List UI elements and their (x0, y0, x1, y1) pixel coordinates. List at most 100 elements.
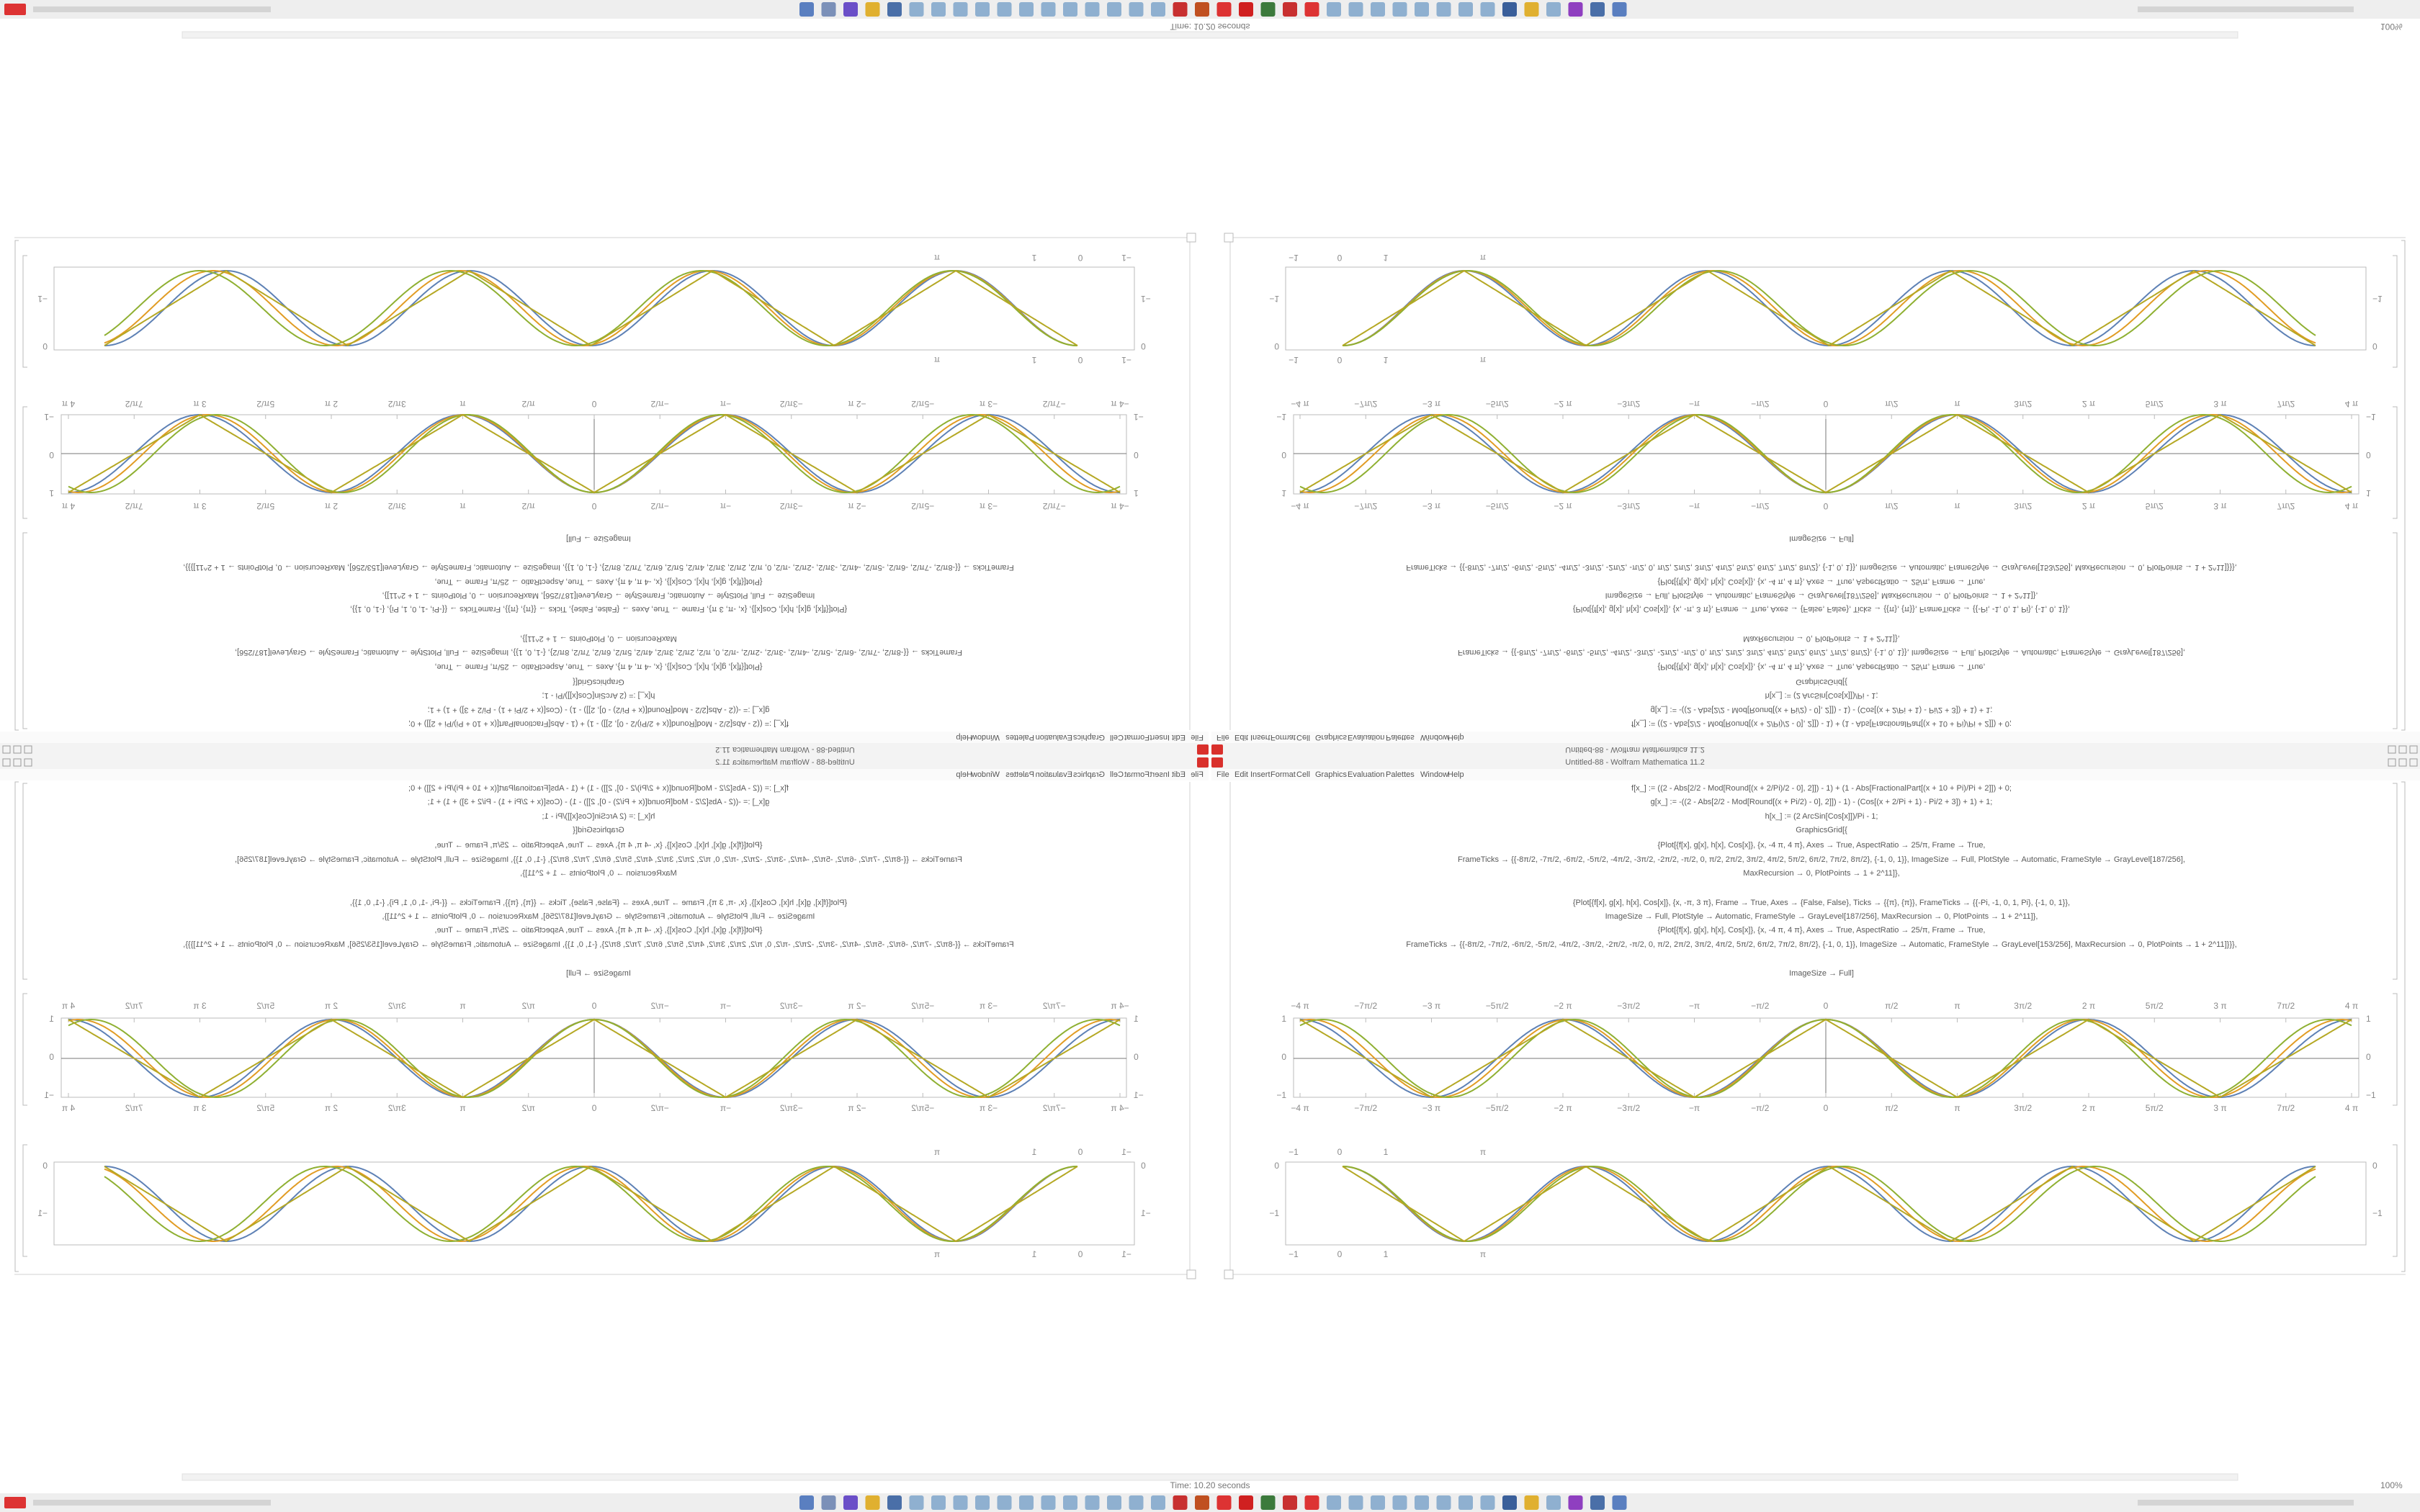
taskbar-icon[interactable] (1502, 1495, 1517, 1510)
taskbar-icon[interactable] (1063, 1495, 1077, 1510)
taskbar-icon[interactable] (1392, 1495, 1407, 1510)
cell-insert-button[interactable] (1224, 1269, 1234, 1279)
x-tick-label: π (1954, 1001, 1960, 1011)
x-tick-label: 3 π (2213, 1103, 2226, 1113)
menu-item[interactable]: Palettes (1386, 770, 1415, 779)
taskbar-icon[interactable] (1371, 1495, 1385, 1510)
code-line: g[x_] := -((2 - Abs[2/2 - Mod[Round[(x +… (1651, 798, 1993, 806)
taskbar-icon[interactable] (909, 1495, 924, 1510)
x-tick-label: 0 (1824, 1001, 1829, 1011)
code-line: ImageSize → Full] (1789, 969, 1854, 978)
x-tick-label: 1 (1384, 1249, 1389, 1259)
taskbar-icon[interactable] (1151, 1495, 1165, 1510)
x-tick-label: −3π/2 (1617, 1001, 1640, 1011)
taskbar-icon[interactable] (1239, 1495, 1253, 1510)
menu-item[interactable]: Graphics (1315, 770, 1348, 779)
x-tick-label: −4 π (1291, 1103, 1309, 1113)
taskbar-icon[interactable] (1612, 1495, 1627, 1510)
x-tick-label: −3 π (1422, 1001, 1440, 1011)
menu-item[interactable]: Cell (1296, 770, 1310, 779)
taskbar-icon[interactable] (1173, 1495, 1188, 1510)
taskbar-icon[interactable] (1304, 1495, 1319, 1510)
taskbar-icon[interactable] (997, 1495, 1012, 1510)
cell-bracket[interactable] (2393, 1144, 2398, 1257)
taskbar-icon[interactable] (1415, 1495, 1429, 1510)
evaluation-timing: Time: 10.20 seconds (1170, 1480, 1250, 1490)
x-tick-label: π/2 (1885, 1103, 1899, 1113)
x-tick-label: 7π/2 (2277, 1103, 2295, 1113)
menu-item[interactable]: Edit (1234, 770, 1248, 779)
taskbar-icon[interactable] (1436, 1495, 1451, 1510)
code-line: {Plot[{f[x], g[x], h[x], Cos[x]}, {x, -4… (1657, 926, 1985, 935)
code-line: MaxRecursion → 0, PlotPoints → 1 + 2^11]… (1743, 869, 1899, 878)
window-title: Untitled-88 - Wolfram Mathematica 11.2 (1565, 758, 1704, 767)
taskbar-icon[interactable] (1216, 1495, 1232, 1510)
taskbar-icon[interactable] (1590, 1495, 1605, 1510)
x-tick-label: −2 π (1554, 1103, 1572, 1113)
plot-2: −1 −1 0 0 1 1 π π 0 0 −1 −1 (1269, 1147, 2383, 1259)
taskbar-icon[interactable] (799, 1495, 814, 1510)
y-tick-label: 0 (1281, 1052, 1286, 1062)
taskbar-icon[interactable] (1085, 1495, 1100, 1510)
menu-item[interactable]: Evaluation (1348, 770, 1384, 779)
taskbar-icon[interactable] (931, 1495, 946, 1510)
taskbar-icon[interactable] (1568, 1495, 1583, 1510)
x-tick-label: 5π/2 (2146, 1001, 2164, 1011)
code-line: FrameTicks → {{-8π/2, -7π/2, -6π/2, -5π/… (1406, 940, 2236, 949)
menu-item[interactable]: File (1216, 770, 1229, 779)
taskbar (0, 1493, 2420, 1512)
x-tick-label: −7π/2 (1354, 1103, 1377, 1113)
taskbar-icon[interactable] (1458, 1495, 1473, 1510)
menu-bar (1211, 769, 2420, 780)
taskbar-icon[interactable] (865, 1495, 880, 1510)
x-tick-label: −3π/2 (1617, 1103, 1640, 1113)
y-tick-label: −1 (1269, 1208, 1279, 1218)
cell-bracket[interactable] (2393, 993, 2398, 1106)
window-min-button[interactable] (2388, 758, 2396, 767)
plot-curve (1342, 1165, 2316, 1243)
start-button[interactable] (4, 1497, 26, 1508)
menu-item[interactable]: Window (1420, 770, 1448, 779)
window-max-button[interactable] (2398, 758, 2407, 767)
taskbar-icon[interactable] (1195, 1495, 1209, 1510)
taskbar-icon[interactable] (1260, 1495, 1276, 1510)
menu-item[interactable]: Insert (1250, 770, 1270, 779)
taskbar-icon[interactable] (975, 1495, 990, 1510)
taskbar-icon[interactable] (1348, 1495, 1363, 1510)
taskbar-icon[interactable] (843, 1495, 858, 1510)
close-icon[interactable] (1211, 757, 1223, 768)
y-tick-label: 1 (1281, 1014, 1286, 1024)
plot-curve (1343, 1166, 2316, 1242)
notebook-window: Untitled-88 - Wolfram Mathematica 11.2 Fi… (1211, 756, 2420, 1279)
x-tick-label: 2 π (2082, 1103, 2095, 1113)
taskbar-area: Time: 10.20 seconds 100% (0, 1473, 2420, 1512)
y-tick-label: 0 (1274, 1161, 1279, 1171)
code-line: {Plot[{f[x], g[x], h[x], Cos[x]}, {x, -π… (1573, 899, 2070, 907)
taskbar-icon[interactable] (1524, 1495, 1539, 1510)
taskbar-icon[interactable] (887, 1495, 902, 1510)
taskbar-icon[interactable] (1480, 1495, 1495, 1510)
cell-bracket[interactable] (2393, 783, 2398, 980)
menu-item[interactable]: Format (1270, 770, 1296, 779)
taskbar-icon[interactable] (1129, 1495, 1144, 1510)
taskbar-icon[interactable] (821, 1495, 836, 1510)
taskbar-icon[interactable] (953, 1495, 968, 1510)
taskbar-icon[interactable] (1107, 1495, 1121, 1510)
taskbar-icon[interactable] (1327, 1495, 1341, 1510)
taskbar-icon[interactable] (1546, 1495, 1561, 1510)
taskbar-icon[interactable] (1041, 1495, 1056, 1510)
x-tick-label: 5π/2 (2146, 1103, 2164, 1113)
x-tick-label: −3 π (1422, 1103, 1440, 1113)
menu-item[interactable]: Help (1448, 770, 1464, 779)
taskbar-icon[interactable] (1019, 1495, 1034, 1510)
group-bracket[interactable] (2401, 781, 2406, 1272)
code-line: GraphicsGrid[{ (1796, 826, 1847, 834)
x-tick-label: −5π/2 (1486, 1103, 1509, 1113)
window-close-button[interactable] (2409, 758, 2418, 767)
taskbar-icon[interactable] (1283, 1495, 1297, 1510)
x-tick-label: π/2 (1885, 1001, 1899, 1011)
status-bar (182, 1473, 2238, 1481)
tray-right (2138, 1500, 2354, 1506)
code-line: h[x_] := (2 ArcSin[Cos[x]])/Pi - 1; (1765, 812, 1878, 821)
